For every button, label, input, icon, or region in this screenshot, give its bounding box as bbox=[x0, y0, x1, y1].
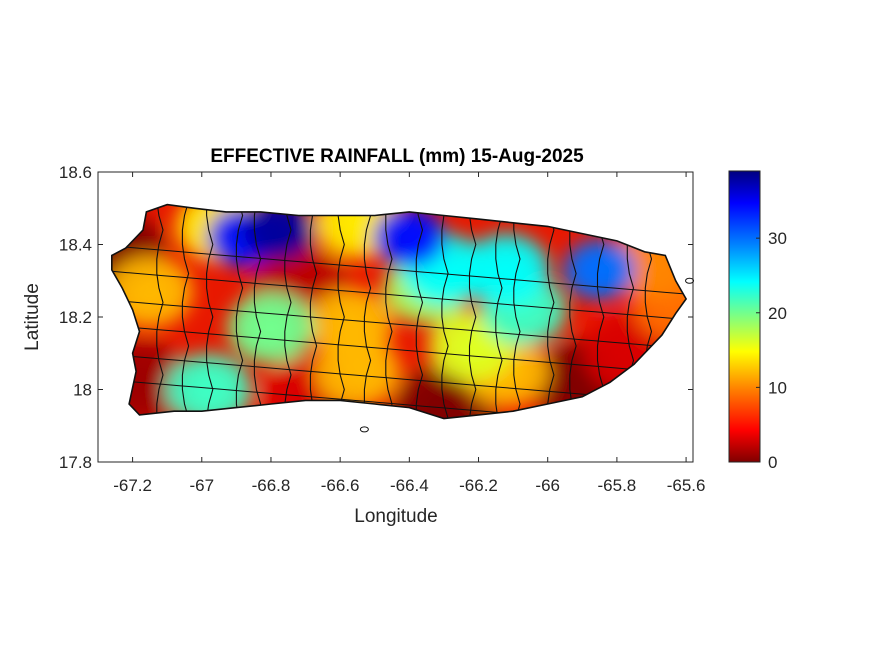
municipality-boundary bbox=[111, 270, 683, 320]
y-tick-label: 18.2 bbox=[59, 308, 92, 327]
rainfall-blob-core bbox=[187, 371, 231, 408]
municipality-boundary bbox=[309, 204, 318, 419]
y-tick-label: 17.8 bbox=[59, 453, 92, 472]
x-tick-label: -65.8 bbox=[598, 476, 637, 495]
municipality-boundary bbox=[284, 204, 292, 419]
municipality-boundary bbox=[111, 299, 683, 349]
x-tick-label: -66 bbox=[535, 476, 560, 495]
rainfall-field bbox=[111, 204, 687, 419]
municipality-boundary bbox=[206, 204, 214, 419]
municipality-boundary bbox=[495, 204, 503, 419]
y-tick-label: 18.6 bbox=[59, 163, 92, 182]
x-tick-label: -66.4 bbox=[390, 476, 429, 495]
rainfall-blob-core bbox=[128, 273, 172, 310]
y-axis-label: Latitude bbox=[22, 283, 43, 351]
island-outline bbox=[111, 203, 688, 420]
x-axis-label: Longitude bbox=[354, 506, 437, 527]
y-tick-label: 18 bbox=[73, 381, 92, 400]
colorbar-tick-label: 20 bbox=[768, 304, 787, 323]
colorbar: 0 10 20 30 bbox=[728, 170, 787, 472]
islet-outline bbox=[359, 426, 369, 433]
x-tick-label: -66.2 bbox=[459, 476, 498, 495]
municipality-boundary bbox=[547, 204, 555, 419]
municipality-boundary bbox=[468, 204, 477, 419]
colorbar-tick-label: 0 bbox=[768, 453, 777, 472]
x-tick-label: -67 bbox=[189, 476, 214, 495]
municipality-boundary bbox=[385, 204, 393, 419]
colorbar-tick-label: 10 bbox=[768, 378, 787, 397]
x-tick-label: -66.8 bbox=[252, 476, 291, 495]
x-tick-label: -66.6 bbox=[321, 476, 360, 495]
colorbar-gradient bbox=[728, 170, 761, 463]
x-tick-label: -65.6 bbox=[667, 476, 706, 495]
x-tick-label: -67.2 bbox=[113, 476, 152, 495]
plot-area: -67.2 -67 -66.8 -66.6 -66.4 -66.2 -66 -65.8 -65.… bbox=[59, 163, 706, 495]
chart-title: EFFECTIVE RAINFALL (mm) 15-Aug-2025 bbox=[210, 146, 584, 167]
rainfall-blob-core bbox=[654, 288, 687, 325]
municipality-boundary bbox=[363, 204, 372, 419]
rainfall-blob-core bbox=[422, 251, 466, 288]
colorbar-tick-label: 30 bbox=[768, 229, 787, 248]
x-axis: -67.2 -67 -66.8 -66.6 -66.4 -66.2 -66 -65.8 -65.… bbox=[113, 172, 705, 495]
municipality-boundary bbox=[111, 379, 683, 419]
rainfall-blob-core bbox=[581, 254, 618, 285]
municipality-boundary bbox=[111, 245, 683, 295]
municipality-boundaries bbox=[111, 204, 683, 419]
colorbar-ticks: 0 10 20 30 bbox=[756, 229, 787, 472]
municipality-boundary bbox=[337, 204, 345, 419]
rainfall-blob-core bbox=[335, 353, 380, 390]
municipality-boundary bbox=[181, 204, 190, 419]
rainfall-blob-core bbox=[484, 251, 528, 288]
rainfall-blob-core bbox=[259, 215, 296, 245]
municipality-boundary bbox=[111, 325, 683, 375]
rainfall-blob-core bbox=[249, 309, 293, 346]
municipality-boundary bbox=[253, 204, 262, 419]
y-tick-label: 18.4 bbox=[59, 236, 92, 255]
municipality-boundary bbox=[235, 204, 244, 419]
municipality-boundary bbox=[156, 204, 164, 419]
municipality-boundary bbox=[415, 204, 424, 419]
municipality-boundary bbox=[513, 204, 521, 419]
y-axis: 17.8 18 18.2 18.4 18.6 bbox=[59, 163, 693, 472]
islet-outline bbox=[685, 277, 695, 284]
